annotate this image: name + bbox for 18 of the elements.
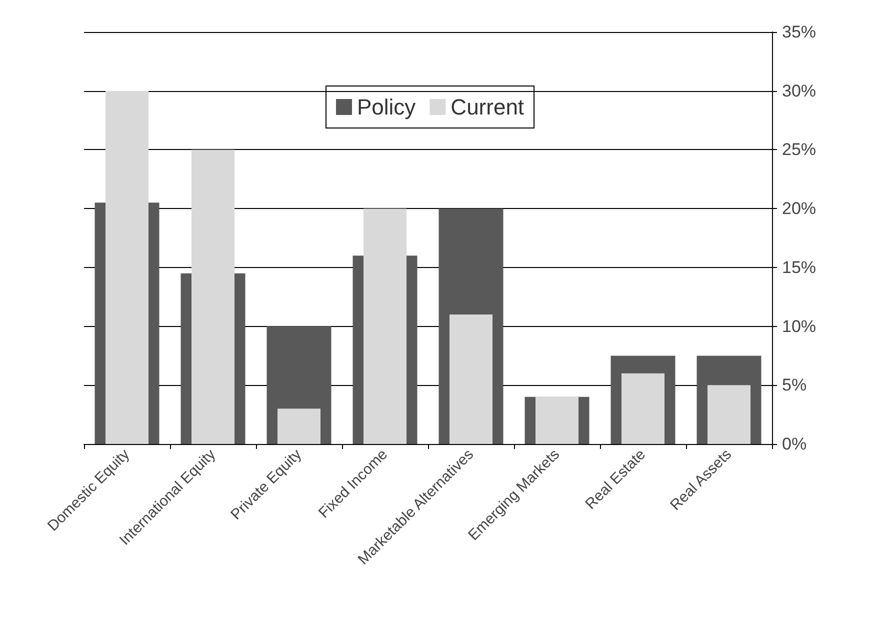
y-tick-label: 10%: [782, 316, 816, 336]
bar: [622, 373, 664, 444]
bar: [536, 396, 578, 444]
bar: [364, 208, 406, 444]
y-tick-label: 30%: [782, 81, 816, 100]
bar: [708, 385, 750, 444]
y-tick-label: 0%: [782, 434, 807, 454]
bar: [192, 150, 234, 444]
y-tick-label: 5%: [782, 376, 807, 395]
y-tick-label: 35%: [782, 22, 816, 42]
bar: [450, 314, 492, 444]
y-tick-label: 15%: [782, 258, 816, 277]
legend-label: Policy: [357, 94, 416, 120]
bar: [106, 90, 148, 444]
bar: [278, 408, 320, 444]
legend-label: Current: [450, 94, 524, 120]
y-tick-label: 20%: [782, 199, 816, 218]
y-tick-label: 25%: [782, 140, 816, 160]
